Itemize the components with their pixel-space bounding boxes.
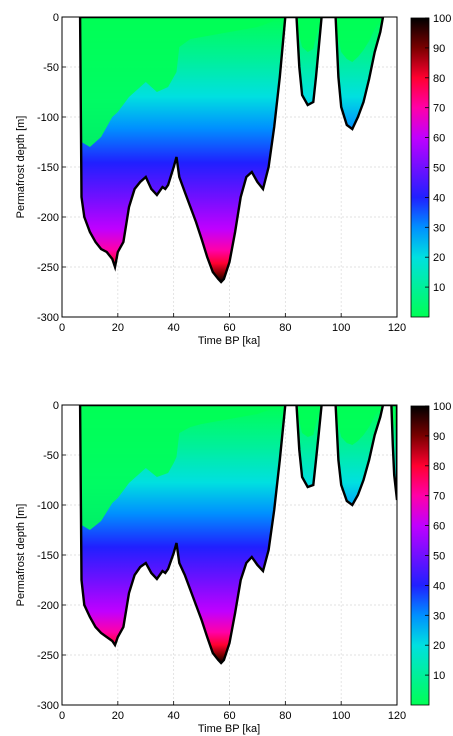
colorbar-tick-label: 40 bbox=[433, 192, 445, 204]
colorbar-tick-label: 60 bbox=[433, 521, 445, 533]
colorbar-tick-label: 70 bbox=[433, 491, 445, 503]
x-tick-label: 0 bbox=[59, 710, 65, 722]
y-tick-label: -250 bbox=[37, 650, 59, 662]
permafrost-chart-top: 0 20 40 60 80 100 120 0 -50 -100 -150 -200 -250 -300… bbox=[15, 12, 451, 347]
green-front bbox=[80, 17, 383, 147]
colorbar-tick-label: 20 bbox=[433, 252, 445, 264]
x-tick-label: 80 bbox=[279, 322, 291, 334]
x-axis-label: Time BP [ka] bbox=[198, 723, 260, 735]
colorbar-tick-label: 10 bbox=[433, 282, 445, 294]
x-tick-label: 40 bbox=[168, 322, 180, 334]
y-tick-label: -200 bbox=[37, 600, 59, 612]
boundary-outline bbox=[78, 17, 385, 284]
colorbar-tick-label: 90 bbox=[433, 431, 445, 443]
colorbar-tick-label: 40 bbox=[433, 580, 445, 592]
x-tick-label: 20 bbox=[112, 322, 124, 334]
permafrost-chart-bottom: 0 20 40 60 80 100 120 0 -50 -100 -150 -200 -250 -300… bbox=[15, 400, 451, 735]
y-ticks: 0 -50 -100 -150 -200 -250 -300 bbox=[37, 400, 66, 712]
y-tick-label: -250 bbox=[37, 262, 59, 274]
x-tick-label: 100 bbox=[332, 710, 350, 722]
y-axis-label: Permafrost depth [m] bbox=[15, 504, 27, 607]
x-tick-label: 0 bbox=[59, 322, 65, 334]
colorbar-tick-label: 10 bbox=[433, 670, 445, 682]
colorbar-tick-label: 50 bbox=[433, 163, 445, 175]
y-tick-label: -300 bbox=[37, 700, 59, 712]
x-axis-label: Time BP [ka] bbox=[198, 335, 260, 347]
colorbar-tick-label: 100 bbox=[433, 13, 451, 25]
colorbar-ticks: 10 20 30 40 50 60 70 80 90 100 bbox=[425, 401, 451, 682]
y-tick-label: -50 bbox=[43, 62, 59, 74]
y-tick-label: -200 bbox=[37, 212, 59, 224]
y-tick-label: -100 bbox=[37, 112, 59, 124]
x-tick-label: 40 bbox=[168, 710, 180, 722]
y-tick-label: -300 bbox=[37, 312, 59, 324]
colorbar-ticks: 10 20 30 40 50 60 70 80 90 100 bbox=[425, 13, 451, 294]
y-tick-label: -100 bbox=[37, 500, 59, 512]
x-tick-label: 80 bbox=[279, 710, 291, 722]
x-tick-label: 120 bbox=[388, 710, 406, 722]
x-tick-label: 120 bbox=[388, 322, 406, 334]
colorbar-tick-label: 50 bbox=[433, 551, 445, 563]
y-ticks: 0 -50 -100 -150 -200 -250 -300 bbox=[37, 12, 66, 324]
x-tick-label: 60 bbox=[223, 710, 235, 722]
y-tick-label: -150 bbox=[37, 550, 59, 562]
x-ticks: 0 20 40 60 80 100 120 bbox=[59, 701, 406, 722]
colorbar-tick-label: 70 bbox=[433, 103, 445, 115]
y-tick-label: 0 bbox=[53, 400, 59, 412]
x-ticks: 0 20 40 60 80 100 120 bbox=[59, 313, 406, 334]
colorbar-tick-label: 30 bbox=[433, 610, 445, 622]
green-front bbox=[80, 405, 397, 530]
colorbar-tick-label: 100 bbox=[433, 401, 451, 413]
x-tick-label: 20 bbox=[112, 710, 124, 722]
colorbar-tick-label: 80 bbox=[433, 73, 445, 85]
colorbar-tick-label: 90 bbox=[433, 43, 445, 55]
colorbar-tick-label: 60 bbox=[433, 133, 445, 145]
y-tick-label: -50 bbox=[43, 450, 59, 462]
y-tick-label: -150 bbox=[37, 162, 59, 174]
y-axis-label: Permafrost depth [m] bbox=[15, 116, 27, 219]
x-tick-label: 100 bbox=[332, 322, 350, 334]
boundary-outline bbox=[78, 405, 397, 665]
colorbar-tick-label: 80 bbox=[433, 461, 445, 473]
colorbar-tick-label: 20 bbox=[433, 640, 445, 652]
colorbar-tick-label: 30 bbox=[433, 222, 445, 234]
y-tick-label: 0 bbox=[53, 12, 59, 24]
x-tick-label: 60 bbox=[223, 322, 235, 334]
